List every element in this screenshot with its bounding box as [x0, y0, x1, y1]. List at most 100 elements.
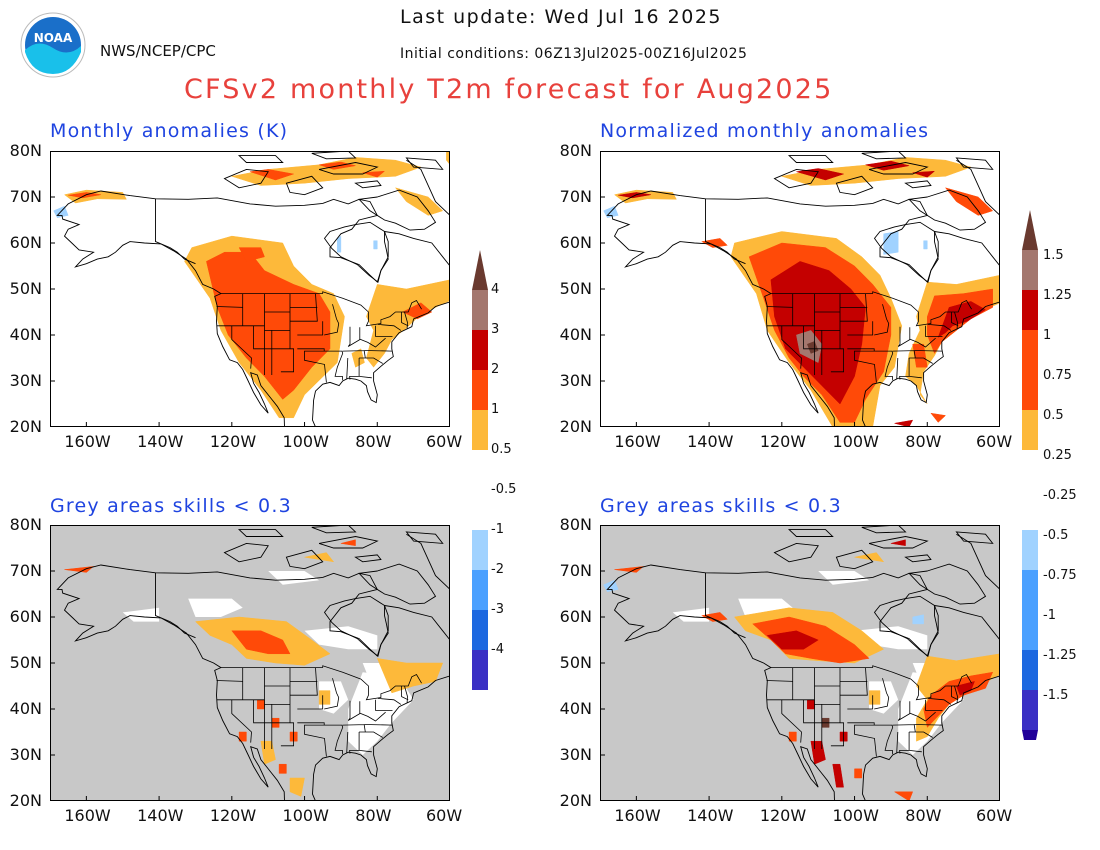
lon-label: 160W: [614, 432, 661, 451]
baffin-island: [358, 189, 437, 231]
lon-label: 120W: [209, 432, 257, 451]
lon-label: 60W: [976, 432, 1013, 451]
colorbar-segment: [472, 330, 488, 370]
lon-label: 120W: [759, 432, 807, 451]
colorbar-norm: [1022, 210, 1038, 740]
anomaly-area: [238, 247, 265, 262]
anomaly-area: [366, 279, 450, 368]
baffin-island: [908, 563, 987, 605]
lat-label: 70N: [9, 187, 42, 206]
lat-label: 60N: [559, 233, 592, 252]
colorbar-segment: [1022, 250, 1038, 290]
colorbar-label: 1: [491, 402, 500, 417]
lon-label: 160W: [64, 806, 111, 825]
anomaly-area: [893, 791, 914, 801]
anomaly-area: [806, 341, 819, 354]
arctic-island: [773, 168, 819, 189]
agency-label: NWS/NCEP/CPC: [100, 42, 216, 60]
anomaly-area: [376, 658, 444, 694]
colorbar-label: 0.5: [1043, 408, 1064, 423]
anomaly-area: [923, 671, 994, 728]
coastline: [606, 564, 1000, 801]
colorbar-segment: [472, 410, 488, 450]
arctic-island: [354, 180, 382, 189]
colorbar-label: 1.5: [1043, 248, 1064, 263]
lon-label: 60W: [426, 432, 463, 451]
noaa-logo: NOAA: [20, 12, 86, 78]
lon-label: 80W: [905, 432, 942, 451]
arctic-island: [955, 531, 994, 544]
anomaly-area: [238, 731, 247, 742]
arctic-island: [318, 536, 379, 549]
colorbar-label: -1.25: [1043, 648, 1077, 663]
hudson-bay: [873, 595, 939, 657]
anomaly-area: [832, 763, 844, 788]
greenland: [406, 151, 450, 217]
alaska-border: [705, 572, 746, 639]
anomaly-area: [340, 539, 356, 546]
anomaly-area: [912, 170, 936, 178]
arctic-island: [835, 175, 874, 196]
anomaly-area: [249, 169, 294, 181]
arctic-island: [311, 151, 357, 160]
anomaly-area: [912, 614, 924, 625]
lon-label: 80W: [905, 806, 942, 825]
panel-title-top-left: Monthly anomalies (K): [50, 120, 289, 142]
colorbar-label: 3: [491, 322, 500, 337]
lat-label: 20N: [9, 791, 42, 810]
anomaly-area: [868, 690, 881, 705]
alaska-border: [155, 198, 196, 265]
high-skill-area: [818, 571, 870, 585]
colorbar-label: -0.5: [1043, 528, 1069, 543]
colorbar-segment: [1022, 690, 1038, 730]
anomaly-area: [304, 552, 335, 563]
lat-label: 70N: [559, 561, 592, 580]
lon-label: 60W: [976, 806, 1013, 825]
hudson-bay: [873, 221, 939, 283]
map-top-left: [50, 151, 450, 427]
anomaly-area: [766, 630, 819, 650]
lat-label: 20N: [559, 417, 592, 436]
arctic-island: [405, 157, 444, 170]
anomaly-area: [289, 777, 305, 797]
colorbar-segment: [1022, 490, 1038, 530]
high-skill-area: [188, 598, 243, 617]
arctic-island: [773, 542, 819, 563]
anomaly-area: [770, 261, 866, 405]
lat-label: 50N: [9, 279, 42, 298]
high-skill-area: [268, 571, 320, 585]
arctic-island: [787, 529, 834, 537]
lon-label: 140W: [137, 432, 184, 451]
colorbar-label: 0.5: [491, 442, 512, 457]
arctic-island: [354, 554, 382, 563]
lat-label: 60N: [9, 233, 42, 252]
anomaly-area: [956, 681, 975, 696]
anomaly-area: [807, 699, 815, 710]
colorbar-abs: [472, 250, 488, 690]
arctic-island: [318, 162, 379, 175]
colorbar-label: -0.25: [1043, 488, 1077, 503]
anomaly-area: [701, 238, 728, 248]
anomaly-area: [894, 419, 914, 427]
anomaly-area: [362, 170, 386, 178]
lat-label: 80N: [559, 141, 592, 160]
colorbar-segment: [472, 530, 488, 570]
colorbar-label: -1: [491, 522, 504, 537]
colorbar-segment: [472, 610, 488, 650]
lon-label: 100W: [282, 432, 329, 451]
panel-title-top-right: Normalized monthly anomalies: [600, 120, 930, 142]
arctic-island: [285, 175, 324, 196]
high-skill-area: [348, 672, 414, 755]
state-borders: [216, 291, 422, 383]
lon-label: 140W: [687, 432, 734, 451]
lon-label: 120W: [209, 806, 257, 825]
colorbar-label: -2: [491, 562, 504, 577]
alaska-border: [705, 198, 746, 265]
lon-label: 100W: [832, 432, 879, 451]
anomaly-area: [206, 251, 331, 400]
arctic-island: [904, 554, 932, 563]
colorbar-label: 2: [491, 362, 500, 377]
greenland: [956, 525, 1000, 591]
map-bottom-right: [600, 525, 1000, 801]
colorbar-segment: [472, 370, 488, 410]
